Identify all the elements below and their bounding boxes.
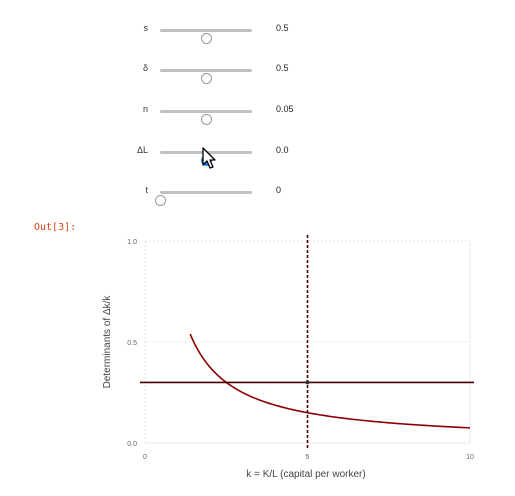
- slider-thumb-s[interactable]: [200, 33, 212, 44]
- chart-series: [140, 235, 474, 449]
- slider-track-t[interactable]: [154, 191, 252, 206]
- y-tick-label: 0.5: [127, 340, 137, 347]
- x-tick-label: 5: [306, 454, 310, 461]
- x-axis-label: k = K/L (capital per worker): [246, 469, 365, 480]
- slider-row-s[interactable]: s 0.5: [0, 20, 515, 44]
- slider-row-delta[interactable]: δ 0.5: [0, 60, 515, 84]
- y-tick-label: 1.0: [127, 239, 137, 246]
- slider-value-delta-l: 0.0: [276, 145, 289, 155]
- arrow-cursor-icon: [202, 147, 216, 169]
- slider-thumb-t[interactable]: [154, 195, 166, 206]
- slider-track-s[interactable]: [160, 29, 252, 44]
- slider-value-s: 0.5: [276, 23, 289, 33]
- x-tick-label: 10: [466, 454, 474, 461]
- slider-row-t[interactable]: t 0: [0, 182, 515, 206]
- slider-value-delta: 0.5: [276, 63, 289, 73]
- slider-value-n: 0.05: [276, 104, 294, 114]
- slider-thumb-n[interactable]: [200, 114, 212, 125]
- slider-track-n[interactable]: [160, 110, 252, 125]
- output-prompt: Out[3]:: [34, 222, 77, 233]
- slider-thumb-delta[interactable]: [200, 73, 212, 84]
- slider-label-n: n: [142, 104, 148, 114]
- slider-value-t: 0: [276, 185, 282, 195]
- slider-label-delta-l: ΔL: [136, 145, 148, 155]
- slider-label-s: s: [143, 23, 149, 33]
- steady-state-point: [305, 380, 310, 385]
- chart-ticks: 0.0 0.5 1.0 0 5 10: [127, 239, 474, 461]
- slider-label-t: t: [145, 185, 148, 195]
- y-tick-label: 0.0: [127, 441, 137, 448]
- x-tick-label: 0: [143, 454, 147, 461]
- slider-row-n[interactable]: n 0.05: [0, 101, 515, 125]
- slider-label-delta: δ: [142, 63, 148, 73]
- slider-track-delta[interactable]: [160, 69, 252, 84]
- savings-curve: [189, 333, 471, 429]
- y-axis-label: Determinants of Δk/k: [102, 295, 113, 389]
